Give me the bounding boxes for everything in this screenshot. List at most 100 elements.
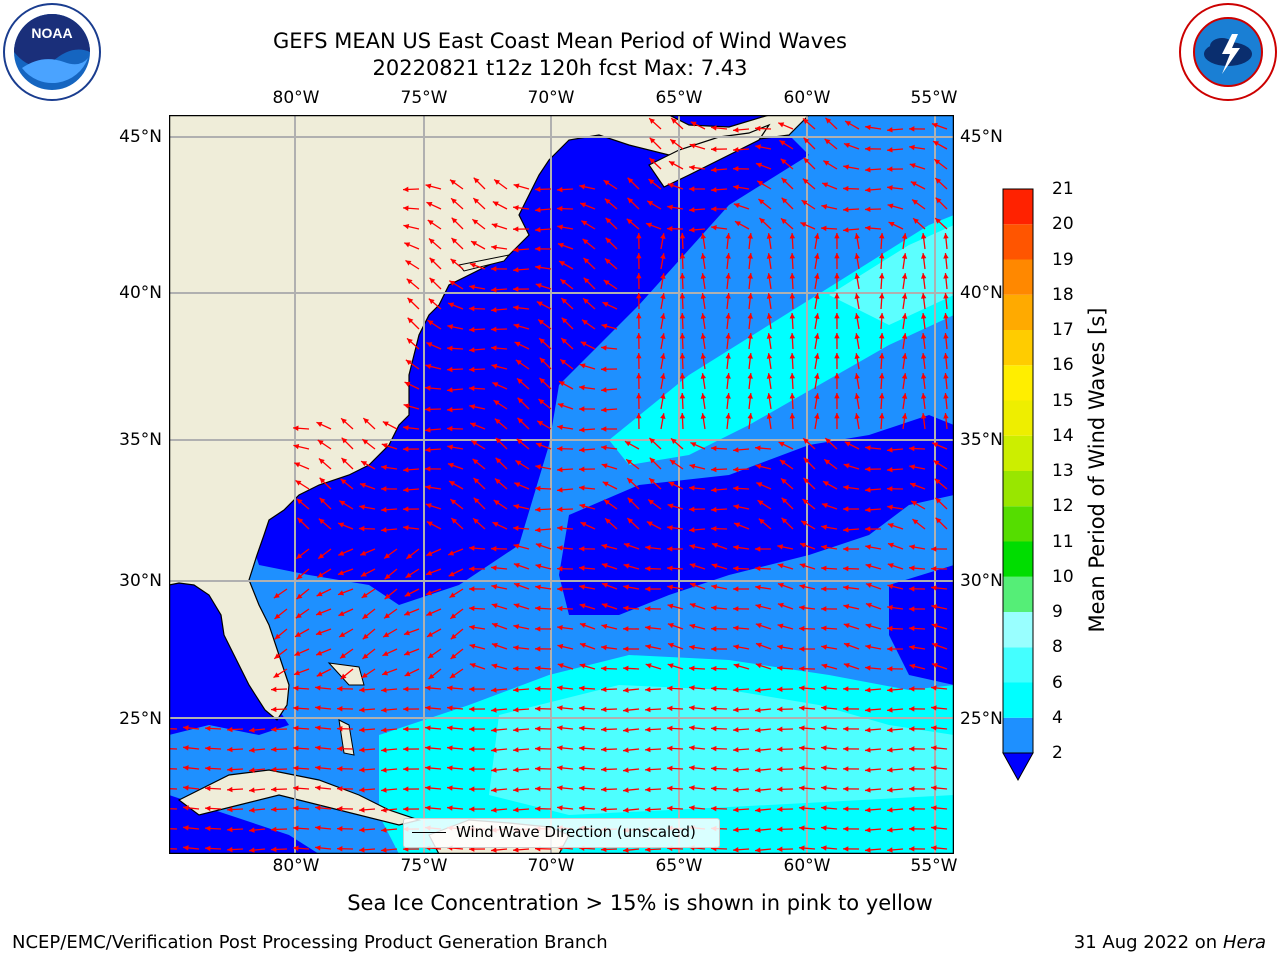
wave-direction-arrowhead <box>447 745 453 751</box>
wave-direction-arrowhead <box>758 199 765 205</box>
wave-direction-arrowhead <box>834 373 840 379</box>
wave-direction-arrowhead <box>789 253 796 259</box>
wave-direction-arrowhead <box>679 313 686 319</box>
wave-direction-arrowhead <box>425 466 431 472</box>
wave-direction-arrowhead <box>337 766 343 772</box>
wave-direction-arrowhead <box>601 623 608 630</box>
wave-direction-arrowhead <box>450 499 457 505</box>
wave-direction-arrowhead <box>636 393 642 399</box>
colorbar-tick-label: 12 <box>1052 496 1074 517</box>
wave-direction-arrowhead <box>337 570 344 576</box>
wave-direction-arrowhead <box>711 665 717 672</box>
wave-direction-arrowhead <box>943 253 949 259</box>
wave-direction-arrowhead <box>844 441 851 447</box>
wave-direction-arrowhead <box>789 233 796 239</box>
wave-direction-arrowhead <box>799 584 806 590</box>
wave-direction-arrowhead <box>843 227 849 233</box>
colorbar-tick-label: 6 <box>1052 672 1063 693</box>
wave-direction-arrowhead <box>821 685 827 691</box>
wave-direction-arrowhead <box>449 592 456 598</box>
wave-direction-arrowhead <box>557 242 564 248</box>
wave-direction-arrowhead <box>667 603 674 609</box>
wave-direction-arrowhead <box>733 447 739 453</box>
wave-direction-arrowhead <box>623 747 629 753</box>
wave-direction-arrowhead <box>425 745 431 751</box>
wave-direction-arrowhead <box>821 785 827 791</box>
wave-direction-arrowhead <box>403 726 409 732</box>
wave-direction-arrowhead <box>648 179 655 185</box>
wave-direction-arrowhead <box>293 443 300 450</box>
wave-direction-arrowhead <box>403 223 410 230</box>
wave-direction-arrowhead <box>779 459 786 466</box>
wave-direction-arrowhead <box>471 440 478 446</box>
wave-direction-arrowhead <box>943 333 949 339</box>
wave-direction-arrowhead <box>271 726 277 733</box>
wave-direction-arrowhead <box>901 293 908 299</box>
wave-direction-arrowhead <box>669 459 676 466</box>
wave-direction-arrowhead <box>843 603 850 610</box>
wave-direction-arrowhead <box>557 424 563 430</box>
colorbar-tick-label: 17 <box>1052 320 1074 340</box>
wave-direction-arrowhead <box>909 606 915 612</box>
wave-direction-arrowhead <box>557 205 563 212</box>
wave-direction-arrowhead <box>814 313 820 319</box>
wave-direction-arrowhead <box>711 646 717 652</box>
wave-direction-arrowhead <box>315 765 321 771</box>
wave-direction-arrowhead <box>733 146 739 153</box>
wave-direction-arrowhead <box>747 253 753 259</box>
wave-direction-arrowhead <box>557 402 564 409</box>
wave-direction-arrowhead <box>604 258 611 265</box>
wave-direction-arrowhead <box>362 613 369 619</box>
wave-direction-arrowhead <box>865 827 871 833</box>
wave-direction-arrowhead <box>295 631 302 637</box>
wave-direction-arrowhead <box>778 122 785 128</box>
wave-direction-arrowhead <box>359 525 365 532</box>
wave-direction-arrowhead <box>725 273 731 279</box>
wave-direction-arrowhead <box>205 785 211 792</box>
wave-direction-arrowhead <box>689 463 696 470</box>
wave-direction-arrowhead <box>580 522 587 528</box>
wave-direction-arrowhead <box>711 146 717 152</box>
wave-direction-arrowhead <box>766 273 773 279</box>
colorbar-tick-label: 4 <box>1052 707 1063 728</box>
wave-direction-arrowhead <box>843 642 850 648</box>
wave-direction-arrowhead <box>887 727 893 733</box>
wave-direction-arrowhead <box>449 672 456 679</box>
wave-direction-arrowhead <box>626 218 633 225</box>
wave-direction-arrowhead <box>601 463 608 469</box>
wave-direction-arrowhead <box>205 725 211 732</box>
wave-direction-arrowhead <box>603 280 610 286</box>
wave-direction-arrowhead <box>491 847 497 853</box>
wave-direction-arrowhead <box>579 565 585 571</box>
wave-direction-arrowhead <box>865 445 871 451</box>
wave-direction-arrowhead <box>601 323 608 329</box>
branch-credit: NCEP/EMC/Verification Post Processing Pr… <box>12 932 608 953</box>
wave-direction-arrowhead <box>579 363 586 369</box>
wave-direction-arrowhead <box>513 747 519 753</box>
wave-direction-arrowhead <box>535 246 541 252</box>
wave-direction-arrowhead <box>425 725 431 731</box>
wave-direction-arrowhead <box>293 825 299 831</box>
wave-direction-arrowhead <box>931 745 937 751</box>
wave-direction-arrowhead <box>403 205 409 211</box>
lon-tick-bottom: 80°W <box>272 856 320 876</box>
wave-direction-arrowhead <box>887 466 893 473</box>
wave-direction-arrowhead <box>711 584 718 590</box>
wave-direction-arrowhead <box>689 207 695 213</box>
lat-tick-left: 25°N <box>119 709 162 729</box>
wave-direction-arrowhead <box>536 442 543 448</box>
wave-direction-arrowhead <box>293 725 299 731</box>
wave-direction-arrowhead <box>249 727 255 733</box>
wave-direction-arrowhead <box>583 257 590 264</box>
wave-direction-arrowhead <box>777 602 784 609</box>
wave-direction-arrowhead <box>636 353 642 359</box>
wave-direction-arrowhead <box>557 765 563 771</box>
wave-direction-arrowhead <box>450 613 457 619</box>
wave-direction-arrowhead <box>943 393 949 399</box>
wave-direction-arrowhead <box>935 517 942 524</box>
wave-direction-arrowhead <box>865 582 872 589</box>
wave-direction-arrowhead <box>603 499 610 506</box>
wave-direction-arrowhead <box>821 805 827 811</box>
wave-direction-arrowhead <box>359 827 365 833</box>
wave-direction-arrowhead <box>381 787 387 793</box>
